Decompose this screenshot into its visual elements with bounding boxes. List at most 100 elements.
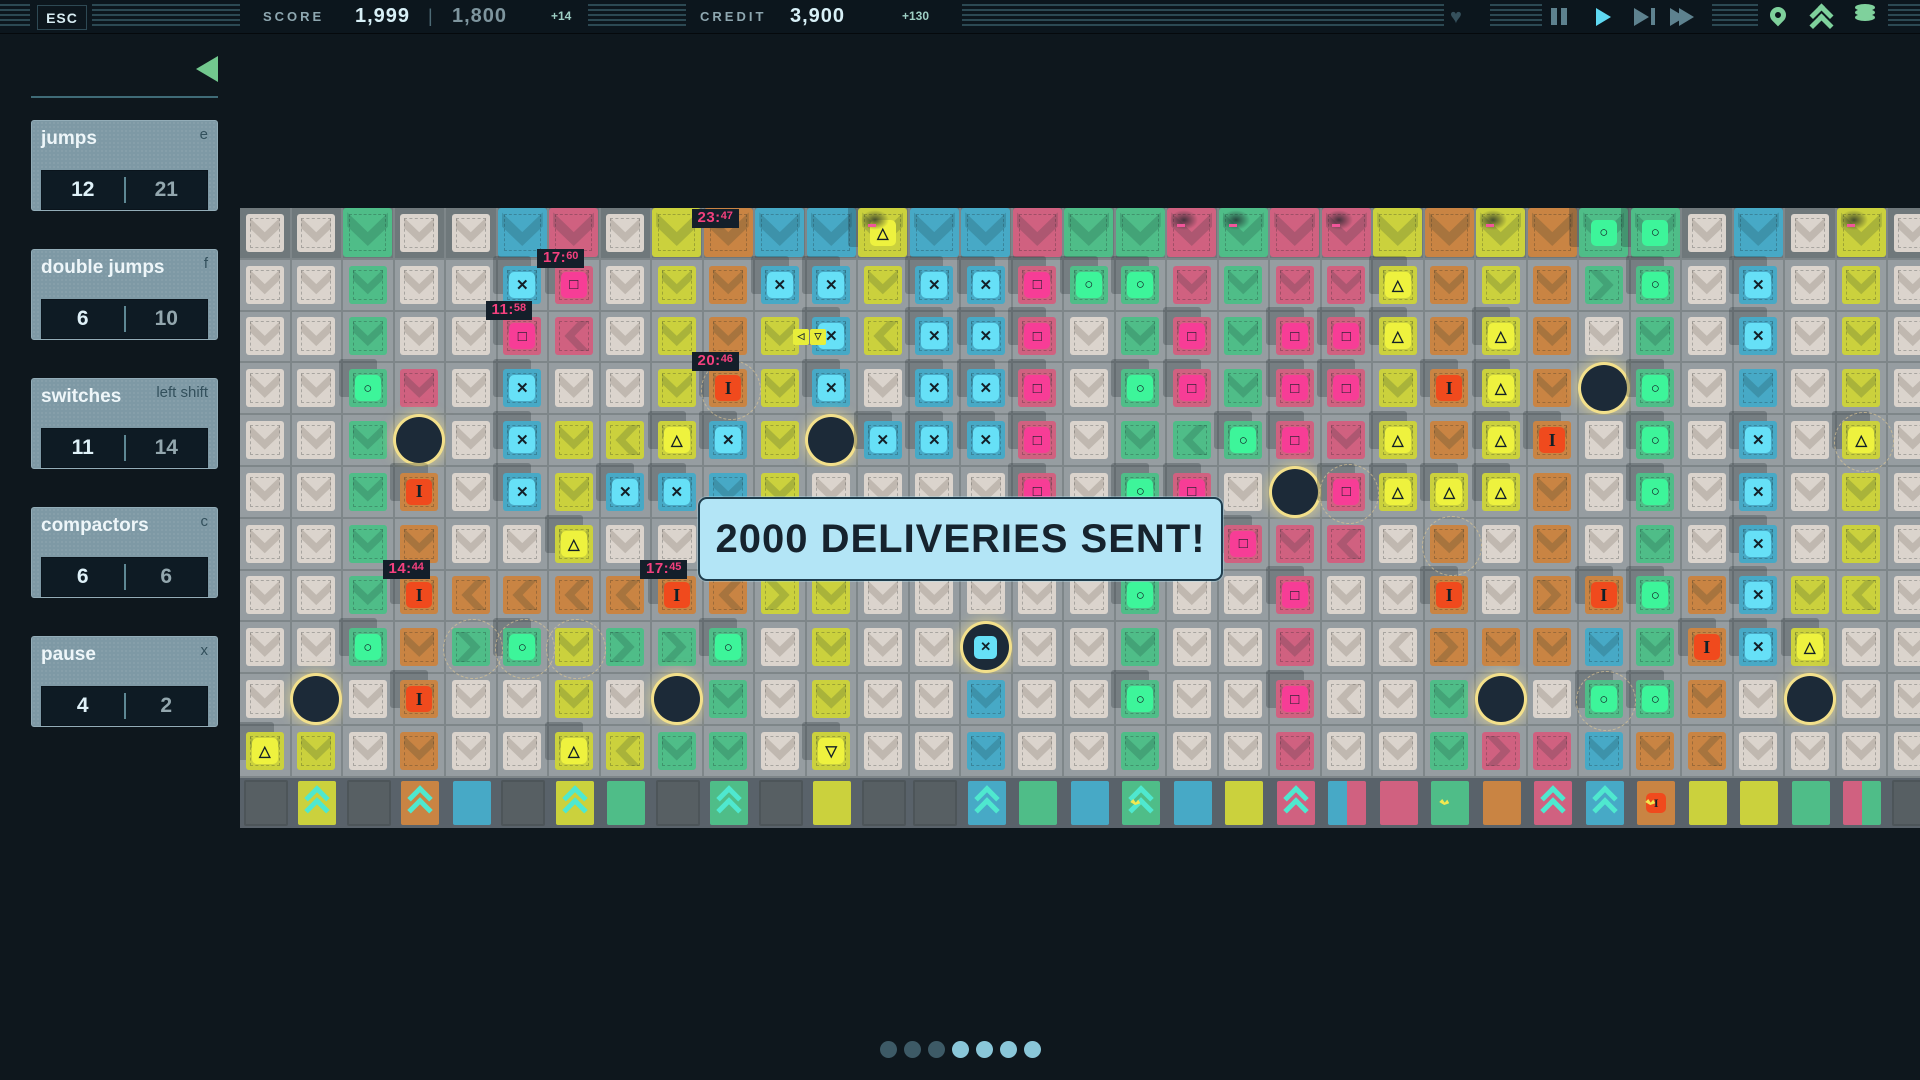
tile[interactable] bbox=[1430, 317, 1469, 356]
tile[interactable] bbox=[1430, 731, 1469, 770]
tile[interactable]: ○ bbox=[348, 628, 387, 667]
tile[interactable] bbox=[812, 628, 851, 667]
tile[interactable]: ○ bbox=[1121, 369, 1160, 408]
tile[interactable] bbox=[915, 628, 954, 667]
tile[interactable]: ✕ bbox=[915, 421, 954, 460]
tile[interactable] bbox=[657, 731, 696, 770]
tile[interactable] bbox=[1842, 317, 1881, 356]
tile[interactable] bbox=[709, 265, 748, 304]
tile[interactable]: △ bbox=[1481, 472, 1520, 511]
tile[interactable] bbox=[812, 680, 851, 719]
tile[interactable] bbox=[297, 731, 336, 770]
tile[interactable]: ✕ bbox=[1739, 265, 1778, 304]
tile[interactable] bbox=[863, 731, 902, 770]
tile[interactable] bbox=[1270, 208, 1320, 258]
tile[interactable]: △ bbox=[1842, 421, 1881, 460]
tile[interactable] bbox=[1893, 680, 1920, 719]
tile[interactable] bbox=[1327, 628, 1366, 667]
tile[interactable] bbox=[1842, 472, 1881, 511]
tile[interactable] bbox=[1275, 731, 1314, 770]
tile[interactable]: □ bbox=[1275, 421, 1314, 460]
tile[interactable]: ○ bbox=[1121, 680, 1160, 719]
tile[interactable] bbox=[760, 680, 799, 719]
conveyor-tile[interactable] bbox=[1070, 781, 1109, 825]
conveyor-tile[interactable] bbox=[401, 781, 440, 825]
tile[interactable] bbox=[1275, 265, 1314, 304]
tile[interactable] bbox=[1687, 472, 1726, 511]
tile[interactable]: ✕ bbox=[915, 317, 954, 356]
tile[interactable] bbox=[1842, 731, 1881, 770]
tile[interactable] bbox=[1790, 369, 1829, 408]
tile[interactable] bbox=[348, 472, 387, 511]
conveyor-tile[interactable]: I bbox=[1637, 781, 1676, 825]
tile[interactable] bbox=[1218, 208, 1268, 258]
tile[interactable]: ○ bbox=[1630, 208, 1680, 258]
tile[interactable] bbox=[451, 369, 490, 408]
tile[interactable]: ✕ bbox=[503, 421, 542, 460]
tile[interactable] bbox=[806, 208, 856, 258]
tile[interactable] bbox=[451, 265, 490, 304]
tile[interactable] bbox=[966, 576, 1005, 615]
tile[interactable] bbox=[1533, 317, 1572, 356]
tile[interactable] bbox=[348, 731, 387, 770]
conveyor-tile[interactable] bbox=[1225, 781, 1264, 825]
tile[interactable]: ○ bbox=[1069, 265, 1108, 304]
ability-panel[interactable]: compactors c 6 6 bbox=[31, 507, 218, 598]
tile[interactable]: ✕ bbox=[503, 472, 542, 511]
tile[interactable]: ✕ bbox=[966, 265, 1005, 304]
tile[interactable] bbox=[1172, 680, 1211, 719]
tile[interactable] bbox=[1584, 421, 1623, 460]
tile[interactable] bbox=[863, 680, 902, 719]
tile[interactable] bbox=[1893, 369, 1920, 408]
tile[interactable] bbox=[1018, 628, 1057, 667]
tile[interactable]: △ bbox=[1481, 421, 1520, 460]
tile[interactable] bbox=[297, 576, 336, 615]
tile[interactable] bbox=[1327, 731, 1366, 770]
tile[interactable] bbox=[1687, 421, 1726, 460]
tile[interactable]: □ bbox=[1224, 524, 1263, 563]
ability-panel[interactable]: pause x 4 2 bbox=[31, 636, 218, 727]
tile[interactable]: □ bbox=[1172, 369, 1211, 408]
tile[interactable]: ▽ bbox=[812, 731, 851, 770]
ability-panel[interactable]: jumps e 12 21 bbox=[31, 120, 218, 211]
tile[interactable] bbox=[400, 265, 439, 304]
tile[interactable] bbox=[554, 472, 593, 511]
tile[interactable]: ✕ bbox=[966, 369, 1005, 408]
tile[interactable]: I bbox=[1430, 369, 1469, 408]
tile[interactable] bbox=[343, 208, 393, 258]
pause-button[interactable] bbox=[1551, 8, 1567, 25]
tile[interactable] bbox=[554, 680, 593, 719]
tile[interactable]: △ bbox=[858, 208, 908, 258]
tile[interactable] bbox=[1012, 208, 1062, 258]
tile[interactable]: □ bbox=[1275, 680, 1314, 719]
tile[interactable] bbox=[1378, 369, 1417, 408]
skip-button[interactable] bbox=[1634, 7, 1655, 26]
tile[interactable] bbox=[1481, 265, 1520, 304]
tile[interactable] bbox=[606, 265, 645, 304]
tile[interactable]: △ bbox=[657, 421, 696, 460]
tile[interactable]: I bbox=[709, 369, 748, 408]
tile[interactable] bbox=[1533, 576, 1572, 615]
tile[interactable] bbox=[760, 421, 799, 460]
tile[interactable]: □ bbox=[1327, 317, 1366, 356]
tile[interactable]: ✕ bbox=[1739, 576, 1778, 615]
tile[interactable] bbox=[297, 472, 336, 511]
tile[interactable]: □ bbox=[1275, 369, 1314, 408]
tile[interactable] bbox=[1481, 524, 1520, 563]
tile[interactable] bbox=[1121, 421, 1160, 460]
tile[interactable] bbox=[1533, 731, 1572, 770]
conveyor-tile[interactable] bbox=[1688, 781, 1727, 825]
tile[interactable] bbox=[1733, 208, 1783, 258]
tile[interactable] bbox=[400, 369, 439, 408]
tile[interactable] bbox=[1842, 524, 1881, 563]
tile[interactable]: I bbox=[657, 576, 696, 615]
tile[interactable] bbox=[1121, 731, 1160, 770]
tile[interactable] bbox=[1224, 265, 1263, 304]
tile[interactable] bbox=[1584, 317, 1623, 356]
tile[interactable] bbox=[297, 628, 336, 667]
tile[interactable]: ○ bbox=[1636, 680, 1675, 719]
tile[interactable] bbox=[1172, 628, 1211, 667]
pagination-dot[interactable] bbox=[1023, 1041, 1041, 1058]
tile[interactable] bbox=[554, 421, 593, 460]
tile[interactable] bbox=[245, 317, 284, 356]
